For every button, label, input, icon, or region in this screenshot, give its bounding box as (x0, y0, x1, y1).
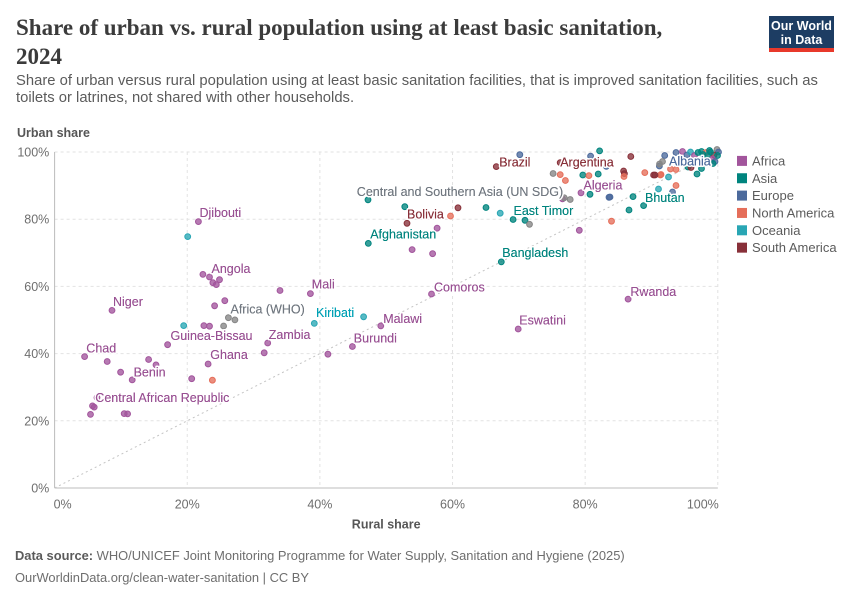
svg-text:Rural share: Rural share (352, 518, 421, 532)
svg-text:Algeria: Algeria (584, 178, 623, 192)
svg-text:Brazil: Brazil (499, 155, 530, 169)
svg-text:20%: 20% (24, 414, 49, 428)
svg-text:Rwanda: Rwanda (630, 285, 676, 299)
svg-text:Comoros: Comoros (434, 281, 485, 295)
svg-text:Benin: Benin (134, 365, 166, 379)
svg-text:Central African Republic: Central African Republic (95, 391, 229, 405)
svg-text:Mali: Mali (312, 278, 335, 292)
svg-text:100%: 100% (17, 146, 49, 160)
svg-text:Bangladesh: Bangladesh (502, 246, 568, 260)
svg-text:Zambia: Zambia (269, 328, 311, 342)
svg-text:Oceania: Oceania (752, 223, 801, 238)
svg-text:Bolivia: Bolivia (407, 208, 444, 222)
svg-text:Comoros: Comoros (434, 281, 485, 295)
svg-text:Bolivia: Bolivia (407, 208, 444, 222)
svg-text:Bhutan: Bhutan (645, 191, 685, 205)
svg-text:Chad: Chad (86, 342, 116, 356)
svg-text:60%: 60% (440, 498, 465, 512)
svg-text:Bangladesh: Bangladesh (502, 246, 568, 260)
svg-text:Guinea-Bissau: Guinea-Bissau (171, 329, 253, 343)
svg-text:Asia: Asia (752, 171, 778, 186)
svg-text:Angola: Angola (212, 262, 251, 276)
svg-text:Albania: Albania (669, 155, 711, 169)
svg-text:Central and Southern Asia (UN: Central and Southern Asia (UN SDG) (357, 185, 563, 199)
svg-text:Kiribati: Kiribati (316, 306, 354, 320)
svg-text:Mali: Mali (312, 278, 335, 292)
svg-text:Eswatini: Eswatini (519, 314, 566, 328)
svg-text:Guinea-Bissau: Guinea-Bissau (171, 329, 253, 343)
svg-text:80%: 80% (24, 213, 49, 227)
svg-text:Burundi: Burundi (354, 331, 397, 345)
svg-text:40%: 40% (24, 347, 49, 361)
svg-text:Brazil: Brazil (499, 155, 530, 169)
svg-text:East Timor: East Timor (514, 204, 574, 218)
svg-text:Chad: Chad (86, 342, 116, 356)
svg-text:Afghanistan: Afghanistan (370, 227, 436, 241)
svg-text:East Timor: East Timor (514, 204, 574, 218)
svg-text:Ghana: Ghana (210, 348, 248, 362)
svg-text:Bhutan: Bhutan (645, 191, 685, 205)
svg-text:Africa: Africa (752, 153, 786, 168)
svg-text:0%: 0% (31, 482, 49, 496)
svg-text:Zambia: Zambia (269, 328, 311, 342)
svg-text:Ghana: Ghana (210, 348, 248, 362)
svg-text:Burundi: Burundi (354, 331, 397, 345)
svg-text:Malawi: Malawi (383, 312, 422, 326)
svg-text:Benin: Benin (134, 365, 166, 379)
svg-text:Eswatini: Eswatini (519, 314, 566, 328)
svg-text:Albania: Albania (669, 155, 711, 169)
svg-text:Africa (WHO): Africa (WHO) (231, 303, 305, 317)
svg-text:Central African Republic: Central African Republic (95, 391, 229, 405)
svg-text:Afghanistan: Afghanistan (370, 227, 436, 241)
svg-text:Kiribati: Kiribati (316, 306, 354, 320)
svg-text:20%: 20% (175, 498, 200, 512)
svg-text:Djibouti: Djibouti (200, 206, 242, 220)
svg-text:Malawi: Malawi (383, 312, 422, 326)
svg-text:Central and Southern Asia (UN: Central and Southern Asia (UN SDG) (357, 185, 563, 199)
svg-text:Niger: Niger (113, 295, 143, 309)
svg-text:80%: 80% (573, 498, 598, 512)
svg-text:Argentina: Argentina (560, 156, 614, 170)
svg-text:40%: 40% (307, 498, 332, 512)
svg-text:100%: 100% (687, 498, 719, 512)
svg-text:Africa (WHO): Africa (WHO) (231, 303, 305, 317)
svg-text:South America: South America (752, 240, 837, 255)
svg-text:Djibouti: Djibouti (200, 206, 242, 220)
svg-text:60%: 60% (24, 280, 49, 294)
svg-text:0%: 0% (54, 498, 72, 512)
svg-text:Niger: Niger (113, 295, 143, 309)
svg-text:Europe: Europe (752, 188, 794, 203)
svg-text:Urban share: Urban share (17, 126, 90, 140)
svg-text:Algeria: Algeria (584, 178, 623, 192)
svg-text:Argentina: Argentina (560, 156, 614, 170)
svg-text:North America: North America (752, 205, 835, 220)
svg-text:Angola: Angola (212, 262, 251, 276)
svg-text:Rwanda: Rwanda (630, 285, 676, 299)
